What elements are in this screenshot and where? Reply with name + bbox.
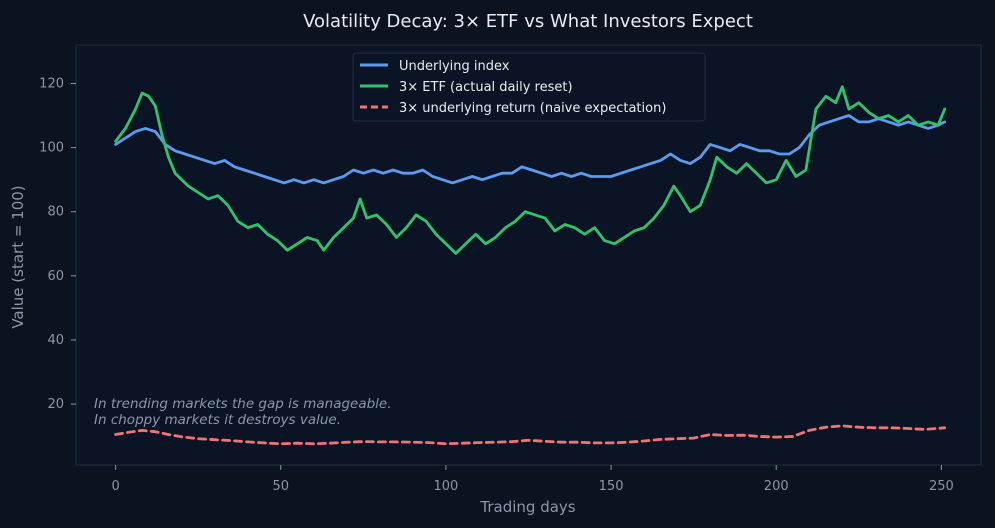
x-tick-label: 0 — [111, 479, 119, 494]
legend-label-etf: 3× ETF (actual daily reset) — [399, 80, 573, 95]
chart-title: Volatility Decay: 3× ETF vs What Investo… — [303, 11, 753, 32]
x-tick-label: 250 — [929, 479, 954, 494]
x-tick-label: 150 — [599, 479, 624, 494]
annotation-line-1: In trending markets the gap is manageabl… — [94, 396, 392, 412]
annotation-line-2: In choppy markets it destroys value. — [94, 412, 341, 428]
x-axis: 0 50 100 150 200 250 — [111, 465, 954, 494]
legend-label-naive: 3× underlying return (naive expectation) — [399, 101, 666, 116]
legend-label-underlying: Underlying index — [399, 59, 510, 74]
etf-line — [114, 85, 947, 255]
y-tick-label: 120 — [39, 76, 64, 91]
series-group — [114, 85, 947, 446]
x-axis-title: Trading days — [479, 498, 575, 516]
y-axis: 20 40 60 80 100 120 — [39, 76, 76, 412]
legend-box — [352, 52, 706, 122]
y-axis-title: Value (start = 100) — [9, 185, 27, 328]
underlying-index-line — [114, 114, 947, 185]
y-tick-label: 100 — [39, 141, 64, 156]
y-tick-label: 40 — [47, 333, 64, 348]
x-tick-label: 100 — [434, 479, 459, 494]
naive-expectation-line — [114, 424, 947, 446]
x-tick-label: 200 — [764, 479, 789, 494]
x-tick-label: 50 — [273, 479, 290, 494]
y-tick-label: 20 — [47, 397, 64, 412]
y-tick-label: 60 — [47, 269, 64, 284]
y-tick-label: 80 — [47, 205, 64, 220]
legend: Underlying index 3× ETF (actual daily re… — [352, 52, 706, 122]
